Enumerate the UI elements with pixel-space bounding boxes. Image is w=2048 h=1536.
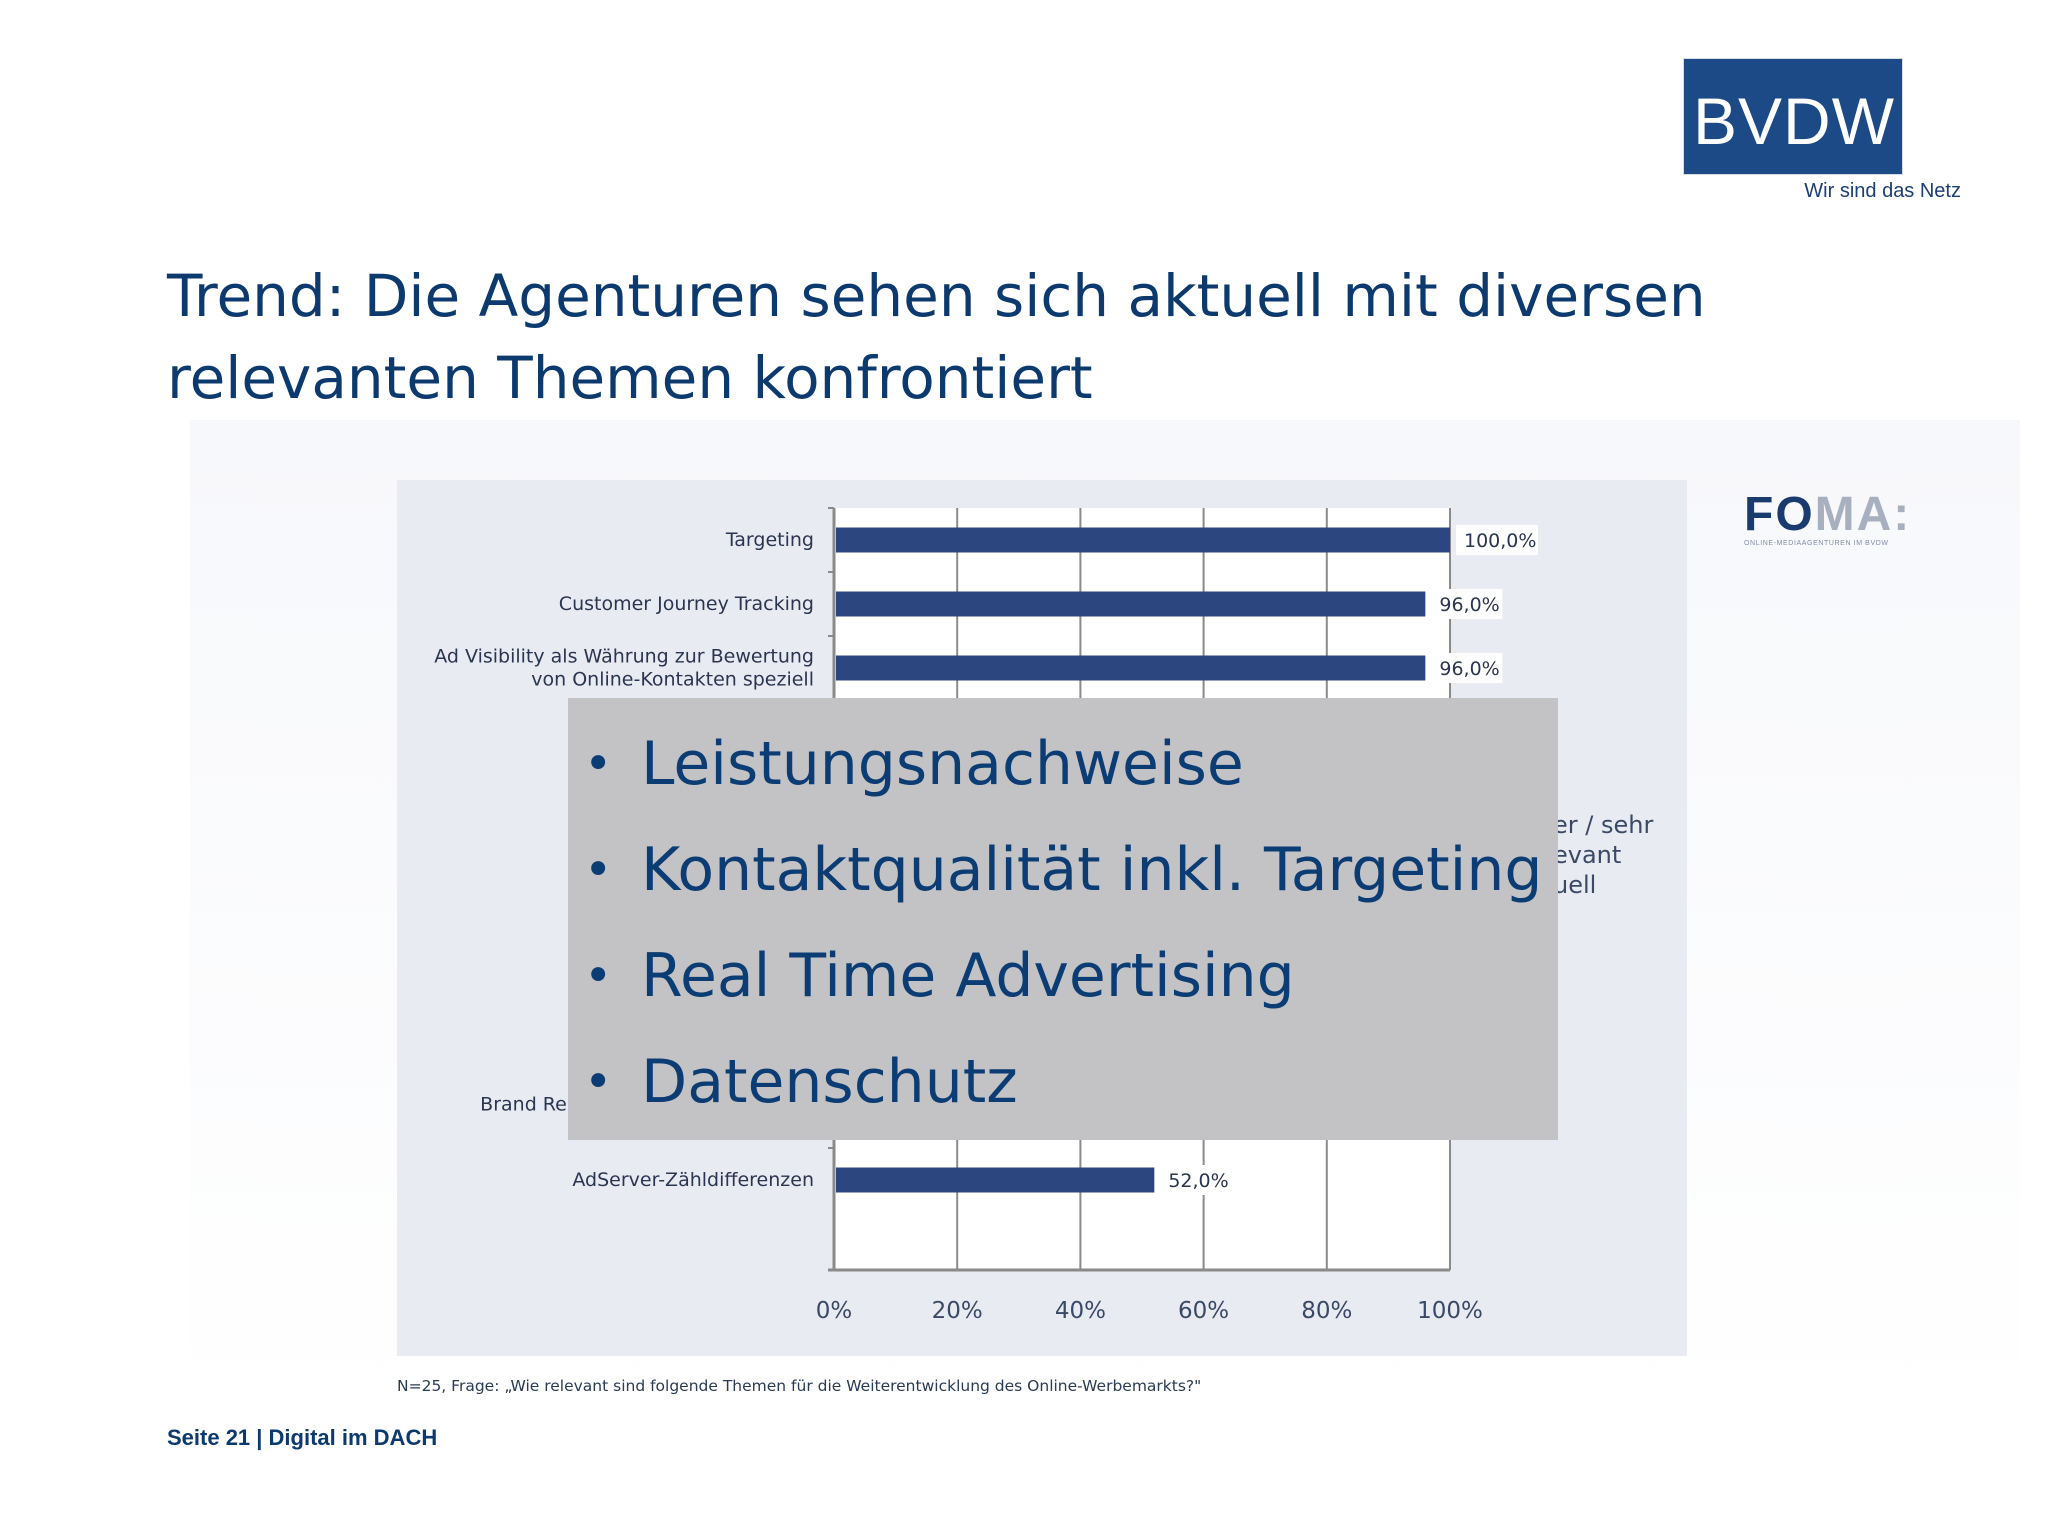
page-title: Trend: Die Agenturen sehen sich aktuell … [167,262,1706,412]
bullet-icon: • [584,1054,613,1110]
bar [836,591,1426,617]
key-topic-item: • Kontaktqualität inkl. Targeting [568,832,1558,938]
category-label: Customer Journey Tracking [559,593,814,615]
legend-label: uell [1553,871,1596,899]
legend-label: evant [1553,841,1621,869]
data-label-box [1431,589,1503,619]
x-tick-label: 0% [816,1298,853,1324]
bvdw-logo-text: BVDW [1693,84,1895,158]
key-topic-label: Datenschutz [641,1047,1018,1117]
foma-subtitle: ONLINE-MEDIAAGENTUREN IM BVDW [1744,540,1889,547]
foma-wordmark: FOMA: [1744,490,1964,540]
data-label-box [1160,1165,1232,1195]
foma-wordmark-part1: FO [1744,488,1815,541]
bar [836,527,1450,553]
category-label: AdServer-Zähldifferenzen [572,1169,814,1191]
key-topic-item: • Real Time Advertising [568,938,1558,1044]
x-tick-label: 40% [1055,1298,1106,1324]
data-label-box [1431,653,1503,683]
bullet-icon: • [584,736,613,792]
key-topic-item: • Datenschutz [568,1044,1558,1150]
bar [836,1167,1155,1193]
data-label: 52,0% [1168,1170,1228,1192]
bar [836,655,1426,681]
category-label: Targeting [725,529,814,551]
key-topics-list: • Leistungsnachweise • Kontaktqualität inkl… [568,726,1558,1150]
data-label: 100,0% [1464,530,1536,552]
foma-logo: FOMA: ONLINE-MEDIAAGENTUREN IM BVDW [1744,490,1964,550]
bullet-icon: • [584,842,613,898]
key-topic-label: Leistungsnachweise [641,729,1244,799]
data-label: 96,0% [1439,658,1499,680]
x-tick-label: 100% [1417,1298,1483,1324]
chart-footnote: N=25, Frage: „Wie relevant sind folgende… [397,1377,1202,1395]
data-label: 96,0% [1439,594,1499,616]
data-label-box [1456,525,1538,555]
key-topics-overlay: • Leistungsnachweise • Kontaktqualität inkl… [568,698,1558,1140]
x-tick-label: 80% [1301,1298,1352,1324]
category-label: von Online-Kontakten speziell [531,669,814,691]
legend-label: er / sehr [1553,811,1653,839]
key-topic-label: Real Time Advertising [641,941,1295,1011]
foma-wordmark-part2: MA: [1814,488,1912,541]
x-tick-label: 60% [1178,1298,1229,1324]
bvdw-tagline: Wir sind das Netz [1804,180,1961,202]
bullet-icon: • [584,948,613,1004]
bvdw-logo-box: BVDW [1683,58,1903,175]
key-topic-label: Kontaktqualität inkl. Targeting [641,835,1543,905]
x-tick-label: 20% [932,1298,983,1324]
page-footer: Seite 21 | Digital im DACH [167,1425,438,1450]
category-label: Ad Visibility als Währung zur Bewertung [434,646,814,668]
bvdw-logo: BVDW Wir sind das Netz [1683,58,1963,208]
key-topic-item: • Leistungsnachweise [568,726,1558,832]
